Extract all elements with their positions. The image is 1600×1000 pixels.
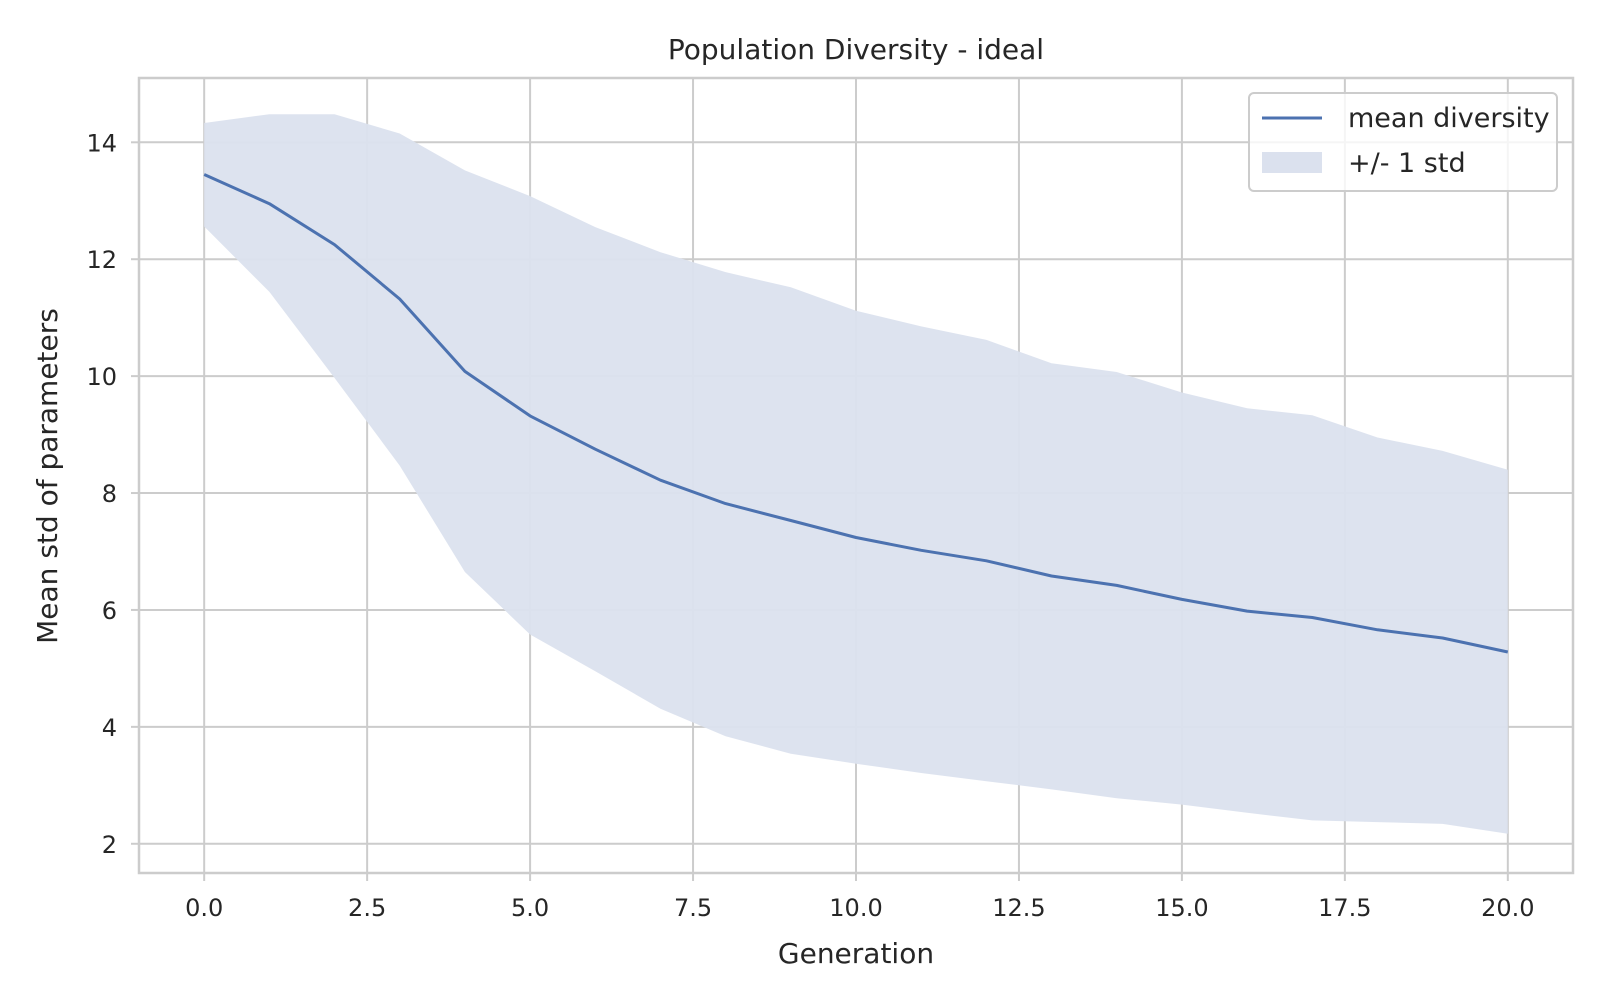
x-axis-label: Generation: [778, 937, 934, 970]
x-tick-label: 5.0: [511, 894, 549, 922]
std-band-layer: [204, 114, 1508, 834]
x-tick-label: 2.5: [348, 894, 386, 922]
legend: mean diversity +/- 1 std: [1248, 92, 1558, 192]
y-axis-ticks: 2 4 6 8 10 12 14: [86, 129, 139, 859]
mean-line-layer: [203, 173, 1509, 654]
y-tick-label: 2: [102, 831, 117, 859]
x-tick-label: 12.5: [992, 894, 1045, 922]
x-axis-ticks: 0.0 2.5 5.0 7.5 10.0 12.5 15.0 17.5 20.0: [185, 873, 1535, 922]
y-axis-label: Mean std of parameters: [31, 308, 64, 644]
x-tick-label: 20.0: [1481, 894, 1534, 922]
legend-swatch-std-band: [1262, 152, 1322, 173]
x-tick-label: 10.0: [829, 894, 882, 922]
y-tick-label: 4: [102, 714, 117, 742]
legend-label-std-band: +/- 1 std: [1348, 148, 1466, 179]
y-tick-label: 10: [86, 363, 117, 391]
mean-diversity-line: [203, 173, 1509, 654]
y-tick-label: 8: [102, 480, 117, 508]
y-tick-label: 6: [102, 597, 117, 625]
chart-title: Population Diversity - ideal: [668, 33, 1044, 66]
std-band-area: [204, 114, 1508, 834]
legend-label-mean-diversity: mean diversity: [1348, 103, 1550, 134]
x-tick-label: 0.0: [185, 894, 223, 922]
x-tick-label: 17.5: [1318, 894, 1371, 922]
legend-box: [1248, 92, 1558, 192]
x-tick-label: 7.5: [674, 894, 712, 922]
y-tick-label: 14: [86, 129, 117, 157]
x-tick-label: 15.0: [1155, 894, 1208, 922]
y-tick-label: 12: [86, 246, 117, 274]
